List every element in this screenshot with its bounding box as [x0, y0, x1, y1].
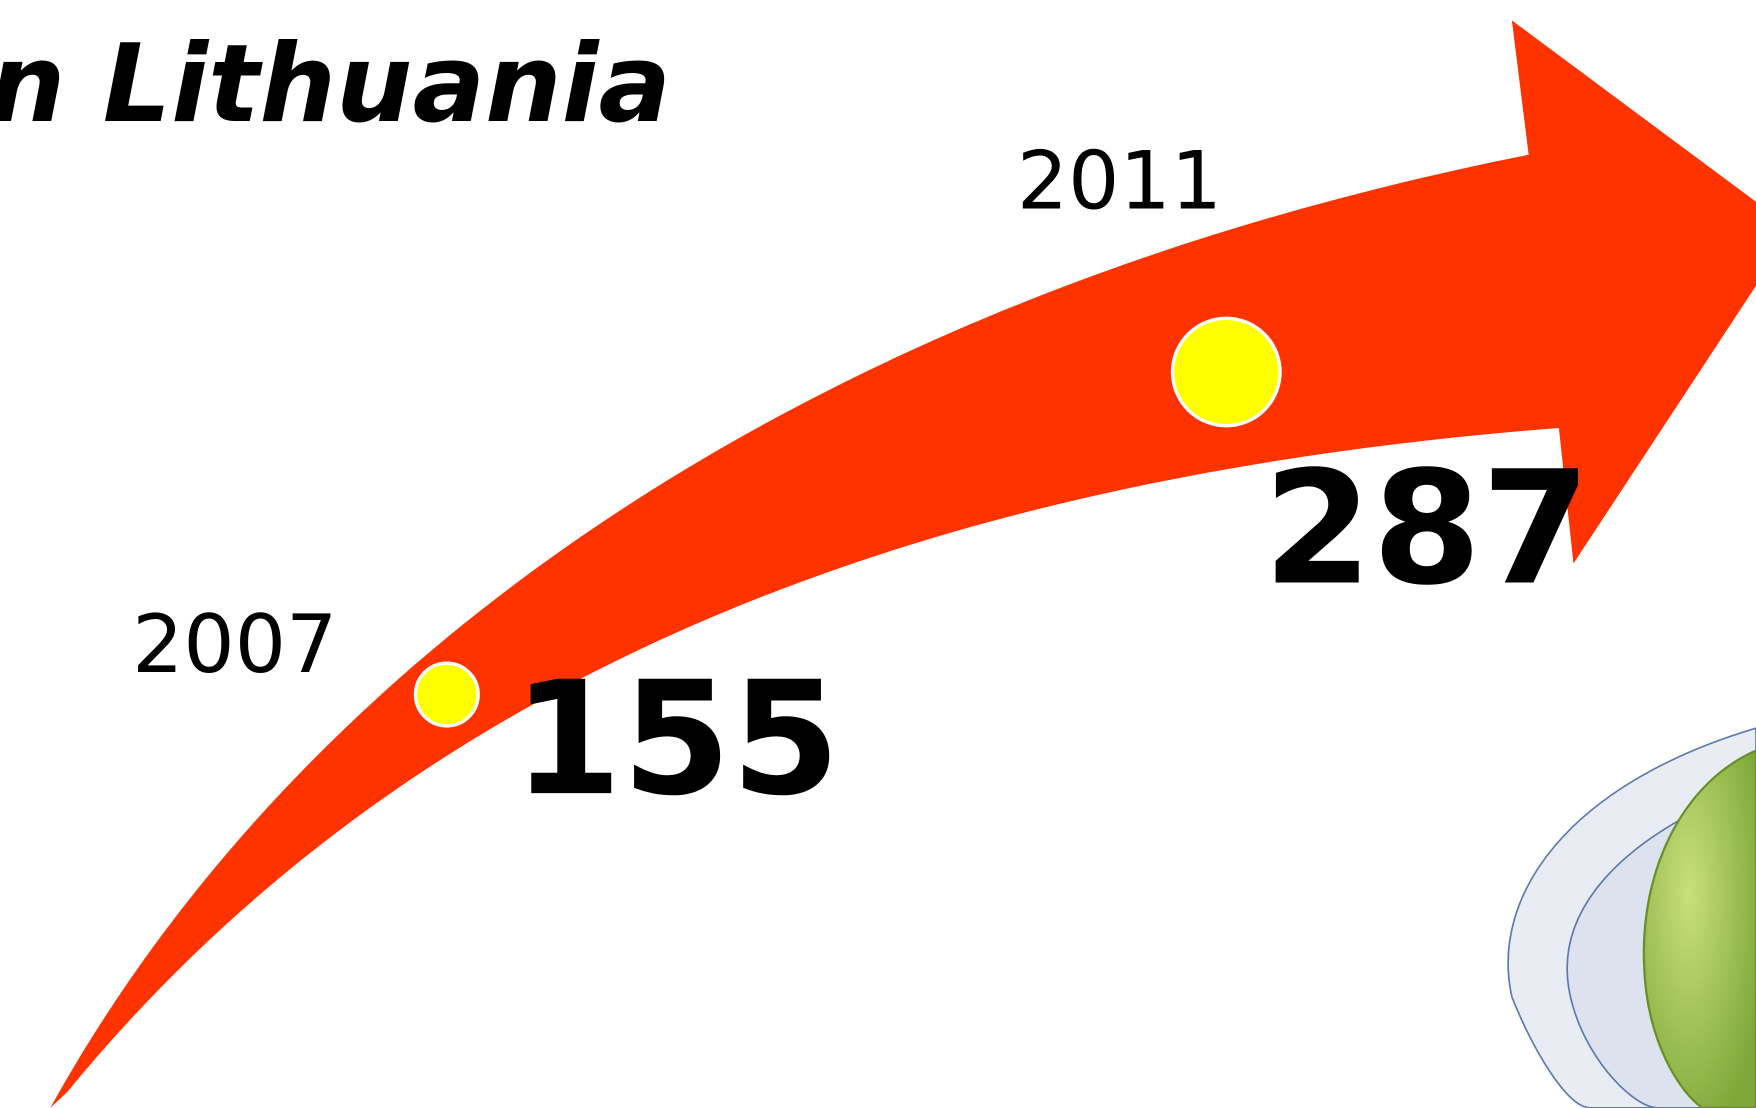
- title: n Lithuania: [0, 22, 671, 147]
- point-marker: [1173, 318, 1281, 426]
- point-marker: [415, 663, 478, 726]
- value-label: 155: [513, 647, 840, 830]
- year-label: 2011: [1017, 135, 1222, 229]
- slide: n Lithuania 2007 155 2011 287: [0, 0, 1756, 1108]
- value-label: 287: [1263, 437, 1590, 620]
- year-label: 2007: [132, 598, 337, 692]
- page: n Lithuania 2007 155 2011 287 (() => { c…: [0, 0, 1756, 1108]
